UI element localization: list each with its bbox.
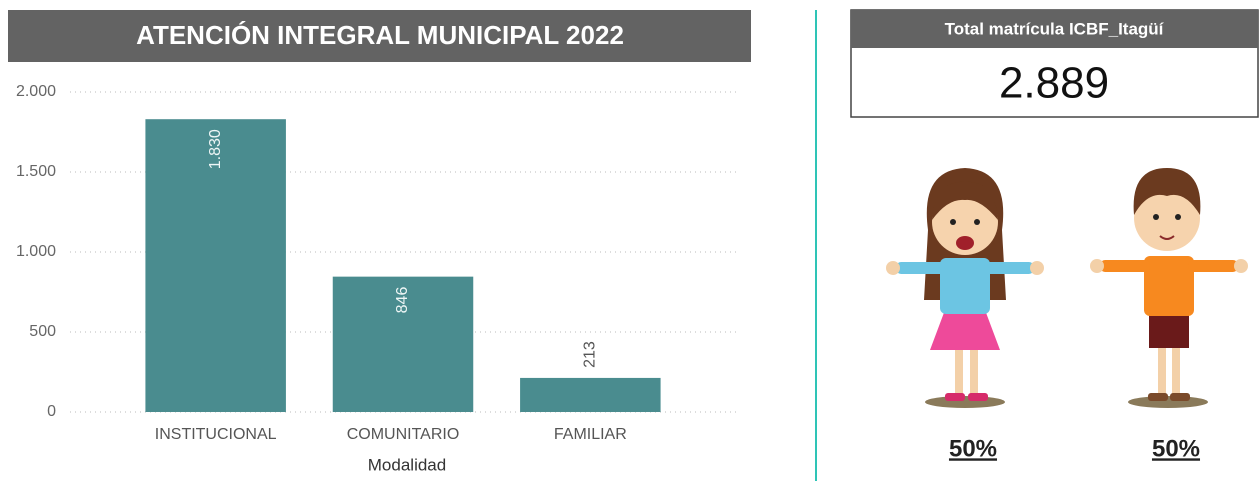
y-tick-label: 1.500 [16, 163, 56, 180]
bar [332, 276, 474, 412]
girl-percent: 50% [949, 435, 997, 462]
value-label: 213 [582, 341, 599, 368]
boy-percent: 50% [1152, 435, 1200, 462]
boy-figure [1090, 168, 1248, 408]
y-tick-label: 2.000 [16, 83, 56, 100]
x-tick-label: INSTITUCIONAL [155, 426, 277, 443]
card-title: Total matrícula ICBF_Itagüí [945, 19, 1165, 38]
girl-figure [886, 168, 1044, 408]
y-tick-label: 500 [29, 323, 56, 340]
x-axis-title: Modalidad [368, 455, 446, 474]
y-tick-label: 1.000 [16, 243, 56, 260]
y-tick-label: 0 [47, 403, 56, 420]
card-header [851, 10, 1258, 48]
x-tick-label: COMUNITARIO [347, 426, 460, 443]
bar [145, 119, 286, 412]
x-tick-label: FAMILIAR [554, 426, 627, 443]
bar [520, 377, 661, 412]
chart-title: ATENCIÓN INTEGRAL MUNICIPAL 2022 [136, 20, 624, 50]
title-bar [8, 10, 751, 62]
card-value: 2.889 [999, 59, 1109, 108]
value-label: 846 [394, 287, 411, 314]
value-label: 1.830 [207, 129, 224, 169]
kpi-card: Total matrícula ICBF_Itagüí 2.889 [850, 9, 1259, 118]
